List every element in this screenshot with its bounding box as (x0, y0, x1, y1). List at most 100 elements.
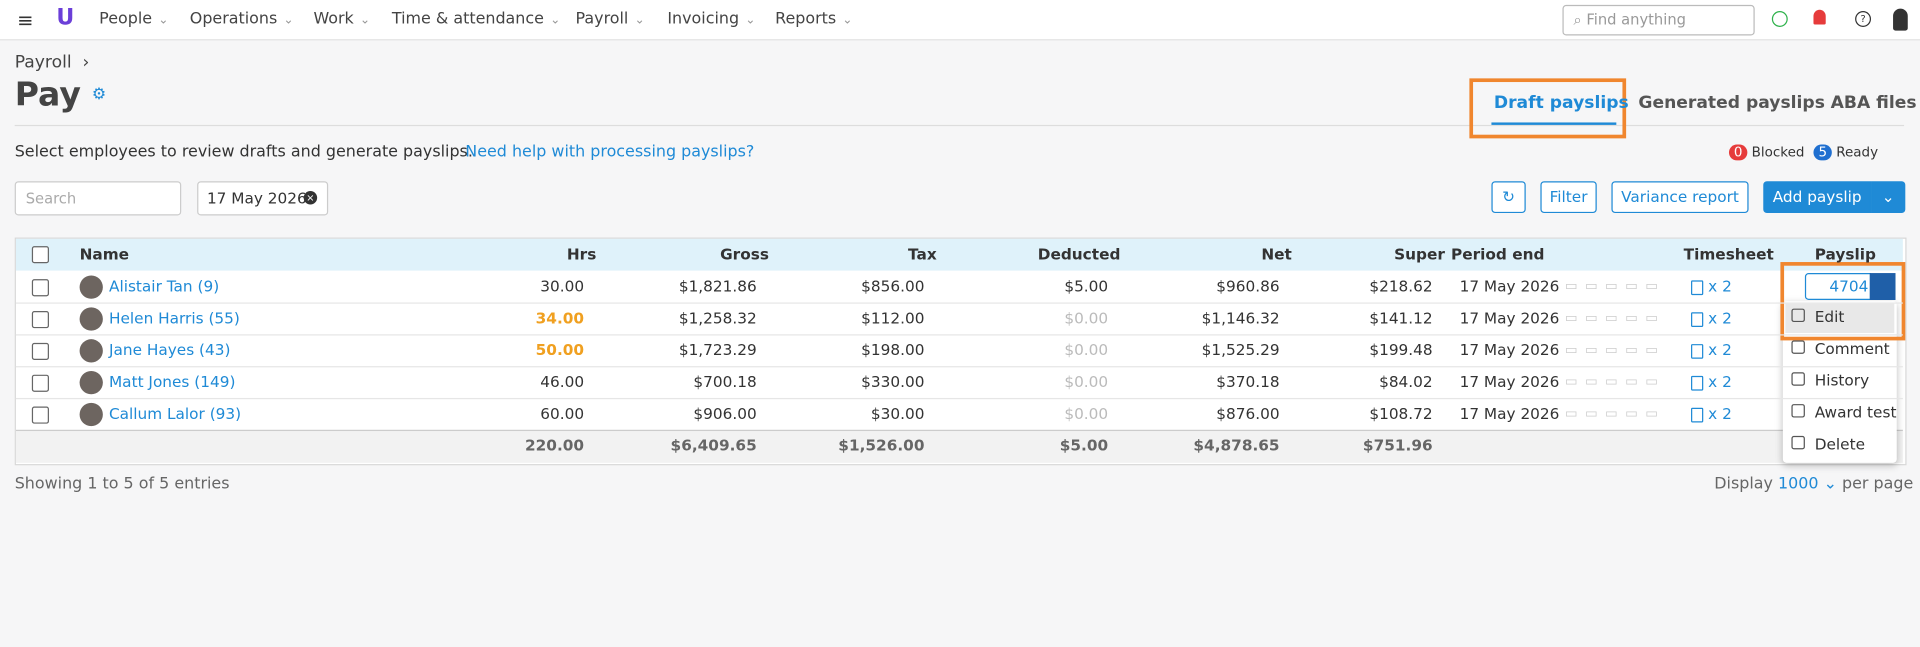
table (14, 237, 1907, 466)
tab[interactable]: Generated payslips (1638, 93, 1825, 113)
menu-icon (1791, 372, 1805, 386)
employee-link[interactable]: Callum Lalor (93) (108, 404, 242, 423)
blocked-label: Blocked (1751, 144, 1805, 161)
hrs-cell: 34.00 (535, 308, 585, 327)
deducted-cell: $0.00 (1064, 404, 1109, 423)
menu-item[interactable]: History (1814, 371, 1870, 390)
checkbox[interactable] (31, 406, 49, 424)
tab[interactable]: ABA files (1830, 93, 1917, 113)
logo[interactable]: U (56, 4, 75, 31)
avatar (79, 307, 103, 331)
tab[interactable]: Draft payslips (1493, 93, 1629, 113)
column-header[interactable]: Gross (720, 244, 769, 264)
menu-hover (1785, 303, 1895, 334)
date-text: 17 May 2026 (206, 188, 307, 207)
nav-item[interactable]: Time & attendance (392, 10, 561, 28)
tax-cell: $856.00 (861, 276, 925, 296)
nav-item[interactable]: Payroll (576, 10, 645, 28)
status-icon[interactable] (1771, 11, 1788, 27)
nav-item[interactable]: Operations (190, 10, 294, 28)
help-link[interactable]: Need help with processing payslips? (465, 143, 755, 162)
payslip-cell[interactable]: 4704 (1829, 276, 1869, 296)
avatar-icon[interactable] (1893, 8, 1908, 31)
timesheet-cell[interactable]: x 2 (1708, 404, 1732, 423)
ready-label: Ready (1836, 144, 1879, 161)
date-filter[interactable]: 17 May 2026 × (197, 181, 329, 216)
row-border (15, 397, 1903, 400)
column-header[interactable]: Hrs (566, 244, 597, 264)
global-search[interactable]: ⌕ Find anything (1562, 4, 1755, 36)
menu-item[interactable]: Delete (1814, 434, 1865, 454)
period-cell: 17 May 2026 (1459, 308, 1560, 327)
employee-link[interactable]: Matt Jones (149) (108, 372, 236, 391)
row-border (15, 302, 1903, 304)
checkbox[interactable] (31, 311, 49, 329)
search-placeholder: Find anything (1586, 11, 1686, 29)
per-page-label: per page (1842, 475, 1914, 494)
super-cell: $108.72 (1369, 404, 1433, 423)
employee-link[interactable]: Alistair Tan (9) (108, 276, 220, 296)
column-header[interactable]: Period end (1451, 244, 1545, 264)
column-header[interactable]: Super (1394, 244, 1445, 264)
nav-item[interactable]: Invoicing (667, 10, 755, 28)
menu-icon[interactable]: ≡ (17, 8, 34, 32)
checkbox[interactable] (31, 342, 49, 361)
payslip-dropdown[interactable] (1869, 273, 1896, 301)
tax-cell: $198.00 (861, 340, 925, 359)
deducted-cell: $0.00 (1064, 372, 1109, 391)
totals-row (15, 429, 1903, 463)
checkbox[interactable] (31, 279, 49, 297)
row-icons: ▭▭▭▭▭ (1564, 405, 1666, 422)
avatar (79, 371, 103, 395)
deducted-cell: $0.00 (1064, 340, 1109, 359)
display-label: Display (1714, 475, 1773, 494)
page-size[interactable]: 1000 (1778, 475, 1819, 494)
hrs-cell: 30.00 (540, 276, 585, 296)
search-input[interactable]: Search (14, 181, 182, 216)
hrs-cell: 46.00 (540, 372, 585, 391)
help-icon[interactable]: ? (1855, 11, 1872, 27)
menu-item[interactable]: Award test (1814, 402, 1897, 422)
menu-item[interactable]: Edit (1814, 307, 1845, 326)
menu-item[interactable]: Comment (1814, 339, 1890, 358)
super-cell: $141.12 (1369, 308, 1433, 327)
tax-cell: $330.00 (861, 372, 925, 391)
variance-button[interactable]: Variance report (1611, 181, 1749, 214)
breadcrumb-text[interactable]: Payroll (14, 52, 72, 73)
timesheet-cell[interactable]: x 2 (1708, 276, 1732, 296)
timesheet-icon (1691, 312, 1704, 327)
column-header[interactable]: Deducted (1037, 244, 1121, 264)
column-header[interactable]: Net (1261, 244, 1292, 264)
clear-date[interactable]: × (303, 191, 318, 205)
description: Select employees to review drafts and ge… (14, 143, 473, 162)
gross-cell: $700.18 (693, 372, 757, 391)
checkbox[interactable] (31, 246, 49, 264)
timesheet-cell[interactable]: x 2 (1708, 340, 1732, 359)
timesheet-cell[interactable]: x 2 (1708, 372, 1732, 391)
bell-icon[interactable] (1813, 9, 1826, 25)
settings-icon[interactable]: ⚙ (91, 85, 107, 105)
column-header[interactable]: Name (79, 244, 130, 264)
avatar (79, 402, 103, 427)
super-cell: $199.48 (1369, 340, 1433, 359)
timesheet-cell[interactable]: x 2 (1708, 308, 1732, 327)
add-dropdown[interactable]: ⌄ (1871, 181, 1906, 214)
add-payslip-button[interactable]: Add payslip (1763, 181, 1872, 214)
nav-item[interactable]: Reports (775, 10, 852, 28)
ready-count: 5 (1813, 144, 1832, 160)
column-header: Timesheet (1683, 244, 1774, 264)
column-header[interactable]: Tax (908, 244, 937, 264)
nav-item[interactable]: Work (313, 10, 370, 28)
breadcrumb[interactable]: Payroll › (14, 52, 90, 73)
net-cell: $1,146.32 (1201, 308, 1280, 327)
menu-icon (1791, 340, 1805, 354)
refresh-button[interactable]: ↻ (1491, 181, 1526, 214)
gross-cell: $906.00 (693, 404, 757, 423)
employee-link[interactable]: Jane Hayes (43) (108, 340, 231, 359)
employee-link[interactable]: Helen Harris (55) (108, 308, 240, 327)
nav-item[interactable]: People (99, 10, 168, 28)
checkbox[interactable] (31, 374, 49, 392)
filter-button[interactable]: Filter (1540, 181, 1597, 214)
super-cell: $84.02 (1379, 372, 1433, 391)
gross-cell: $1,723.29 (678, 340, 757, 359)
